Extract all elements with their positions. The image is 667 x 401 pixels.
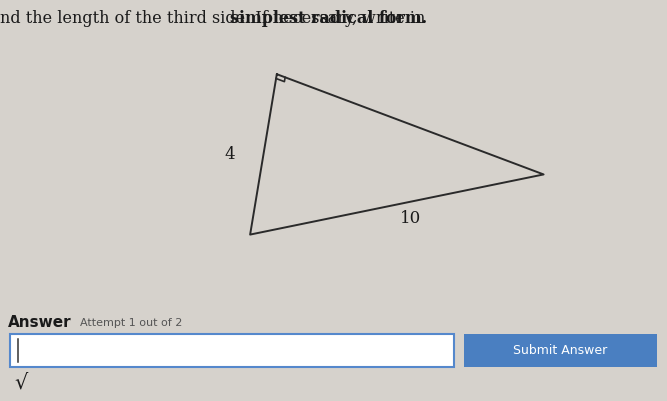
Bar — [10, 334, 454, 367]
Text: 4: 4 — [225, 146, 235, 163]
Text: nd the length of the third side. If necessary, write in: nd the length of the third side. If nece… — [0, 10, 430, 27]
Text: Answer: Answer — [8, 315, 71, 330]
Text: simplest radical form.: simplest radical form. — [229, 10, 427, 27]
Text: Submit Answer: Submit Answer — [513, 344, 608, 357]
Text: Attempt 1 out of 2: Attempt 1 out of 2 — [80, 318, 182, 328]
Bar — [464, 334, 657, 367]
Text: √: √ — [15, 374, 28, 393]
Text: 10: 10 — [400, 210, 421, 227]
